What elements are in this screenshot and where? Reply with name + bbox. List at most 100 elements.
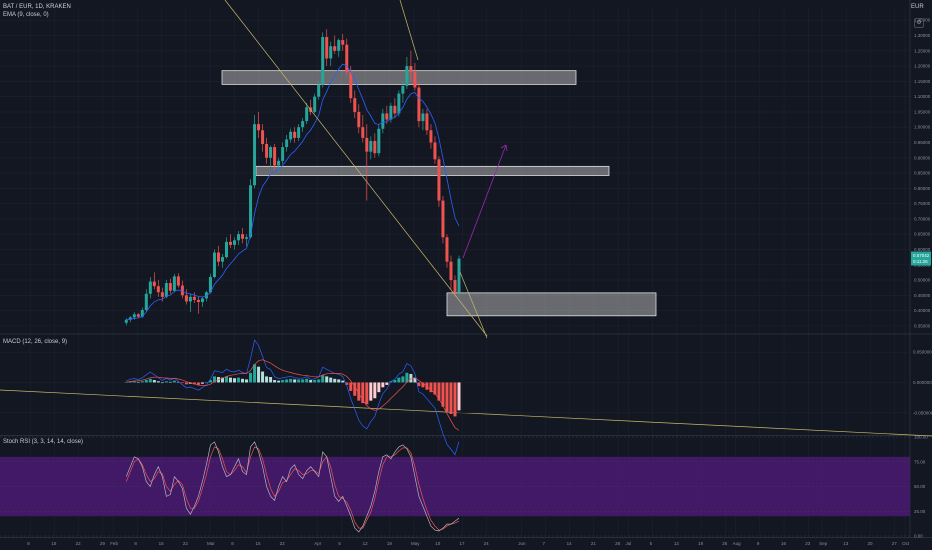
price-axis-tick: 1.10000	[914, 94, 931, 99]
macd-histogram-bar	[345, 382, 349, 385]
macd-histogram-bar	[144, 380, 148, 383]
stoch-axis-tick: 100.00	[914, 435, 928, 440]
time-axis-tick: 5	[338, 541, 341, 546]
macd-histogram-bar	[168, 381, 172, 383]
macd-histogram-bar	[421, 382, 425, 388]
candle-body	[160, 292, 164, 297]
ema-legend[interactable]: EMA (9, close, 0)	[3, 12, 49, 18]
time-axis-tick: 22	[183, 541, 189, 546]
candle-body	[188, 296, 192, 302]
settings-icon[interactable]: ⚙	[914, 18, 924, 28]
macd-histogram-bar	[449, 382, 453, 414]
macd-histogram-bar	[309, 380, 313, 383]
candle-body	[425, 113, 429, 131]
candle-body	[353, 98, 357, 112]
currency-label[interactable]: EUR	[911, 4, 924, 10]
stoch-d-line	[125, 446, 460, 531]
candle-body	[144, 293, 148, 310]
candle-body	[156, 286, 160, 293]
candle-body	[377, 128, 381, 154]
macd-histogram-bar	[305, 378, 309, 383]
time-axis-tick: 23	[805, 541, 811, 546]
macd-histogram-bar	[301, 379, 305, 383]
macd-histogram-bar	[245, 379, 249, 383]
macd-histogram-bar	[453, 382, 457, 417]
time-axis-tick: 8	[27, 541, 30, 546]
stoch-rsi-legend[interactable]: Stoch RSI (3, 3, 14, 14, close)	[3, 439, 84, 445]
macd-histogram-bar	[253, 364, 257, 383]
price-axis-tick: 1.35000	[914, 18, 931, 23]
candle-body	[220, 257, 224, 262]
macd-histogram-bar	[341, 380, 345, 383]
macd-axis-tick: 0.000000	[913, 380, 932, 385]
time-axis-tick: Oct	[902, 541, 910, 546]
macd-histogram-bar	[445, 382, 449, 412]
macd-histogram-bar	[184, 382, 188, 385]
candle-body	[152, 281, 156, 287]
projection-arrow-head	[500, 144, 508, 152]
last-price-value: 0.57042	[913, 253, 930, 258]
price-axis-tick: 1.20000	[914, 64, 931, 69]
candle-body	[228, 241, 233, 245]
candle-body	[333, 46, 337, 51]
candle-body	[293, 131, 297, 138]
macd-histogram-bar	[441, 382, 445, 407]
candle-body	[233, 240, 237, 245]
candle-body	[204, 292, 208, 299]
macd-histogram-bar	[277, 380, 281, 383]
macd-histogram-bar	[325, 376, 329, 383]
time-axis-tick: Aug	[733, 541, 742, 546]
candle-body	[417, 87, 421, 122]
time-axis-tick: 15	[159, 541, 165, 546]
macd-legend[interactable]: MACD (12, 26, close, 9)	[3, 339, 68, 345]
candle-body	[385, 113, 389, 120]
candle-body	[413, 72, 417, 88]
macd-histogram-bar	[365, 382, 369, 405]
candle-body	[224, 241, 228, 258]
candle-body	[433, 142, 437, 160]
candle-body	[212, 252, 216, 277]
candle-body	[208, 276, 212, 293]
time-axis-tick: 10	[435, 541, 441, 546]
macd-histogram-bar	[333, 378, 337, 383]
candle-body	[249, 185, 253, 238]
macd-histogram-bar	[233, 378, 237, 383]
candle-body	[361, 127, 365, 138]
candle-body	[241, 234, 245, 239]
candle-body	[277, 160, 281, 166]
candle-body	[373, 140, 377, 154]
time-axis-tick: 15	[255, 541, 261, 546]
candle-body	[237, 234, 241, 241]
candle-body	[457, 258, 461, 293]
candle-body	[124, 319, 128, 323]
candle-body	[453, 280, 457, 293]
price-axis-tick: 0.50000	[914, 278, 931, 283]
macd-histogram-bar	[437, 382, 441, 401]
macd-histogram-bar	[265, 376, 269, 383]
macd-histogram-bar	[124, 381, 128, 383]
candle-body	[389, 105, 393, 120]
candle-body	[345, 44, 349, 73]
time-axis-tick: May	[411, 541, 420, 546]
candle-body	[265, 144, 269, 158]
candle-body	[289, 131, 293, 140]
macd-histogram-bar	[433, 382, 437, 395]
candle-body	[261, 130, 265, 145]
candle-body	[136, 314, 140, 317]
time-axis-tick: 7	[542, 541, 545, 546]
macd-histogram-bar	[160, 382, 164, 384]
macd-histogram-bar	[257, 366, 261, 383]
time-axis-tick: 22	[280, 541, 286, 546]
time-axis-tick: 5	[650, 541, 653, 546]
stoch-axis-tick: 0.00	[914, 534, 923, 539]
macd-histogram-bar	[373, 382, 377, 399]
candle-body	[253, 124, 257, 186]
time-axis-tick: 15	[51, 541, 57, 546]
macd-histogram-bar	[228, 377, 233, 383]
signal-line	[126, 359, 460, 431]
candle-body	[393, 105, 397, 114]
time-axis-tick: 29	[100, 541, 106, 546]
time-axis-tick: 8	[231, 541, 234, 546]
support-resistance-zone	[446, 292, 657, 317]
symbol-title[interactable]: BAT / EUR, 1D, KRAKEN	[3, 4, 71, 10]
